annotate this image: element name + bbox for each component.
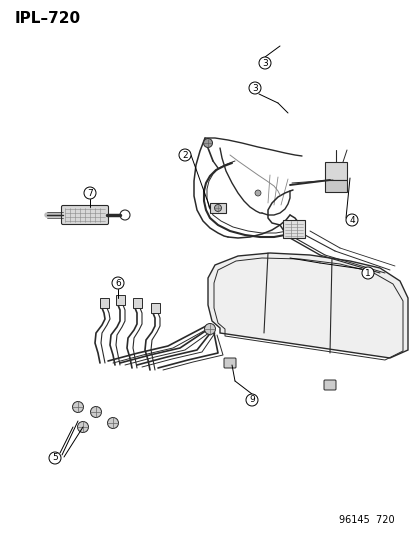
Circle shape <box>245 394 257 406</box>
Text: 9: 9 <box>249 395 254 405</box>
Text: 5: 5 <box>52 454 58 463</box>
FancyBboxPatch shape <box>223 358 235 368</box>
Circle shape <box>248 82 260 94</box>
Text: 4: 4 <box>348 215 354 224</box>
FancyBboxPatch shape <box>116 295 125 305</box>
Circle shape <box>254 190 260 196</box>
Circle shape <box>178 149 190 161</box>
Polygon shape <box>207 253 407 358</box>
Circle shape <box>259 57 271 69</box>
FancyBboxPatch shape <box>324 162 346 180</box>
Circle shape <box>90 407 101 417</box>
Text: 3: 3 <box>261 59 267 68</box>
FancyBboxPatch shape <box>151 303 159 313</box>
Circle shape <box>77 422 88 432</box>
Circle shape <box>345 214 357 226</box>
Circle shape <box>361 267 373 279</box>
Circle shape <box>107 417 118 429</box>
Text: 96145  720: 96145 720 <box>339 515 394 525</box>
Circle shape <box>203 139 212 148</box>
Text: 7: 7 <box>87 189 93 198</box>
FancyBboxPatch shape <box>209 203 225 213</box>
Text: 1: 1 <box>364 269 370 278</box>
Text: 6: 6 <box>115 279 121 287</box>
FancyBboxPatch shape <box>100 298 109 308</box>
FancyBboxPatch shape <box>133 298 142 308</box>
Circle shape <box>84 187 96 199</box>
FancyBboxPatch shape <box>282 220 304 238</box>
Circle shape <box>72 401 83 413</box>
Text: 2: 2 <box>182 150 188 159</box>
FancyBboxPatch shape <box>62 206 108 224</box>
Circle shape <box>214 205 221 212</box>
FancyBboxPatch shape <box>324 180 346 192</box>
Text: IPL–720: IPL–720 <box>15 11 81 26</box>
Circle shape <box>204 324 215 335</box>
Text: 3: 3 <box>252 84 257 93</box>
Circle shape <box>112 277 124 289</box>
Circle shape <box>49 452 61 464</box>
FancyBboxPatch shape <box>323 380 335 390</box>
